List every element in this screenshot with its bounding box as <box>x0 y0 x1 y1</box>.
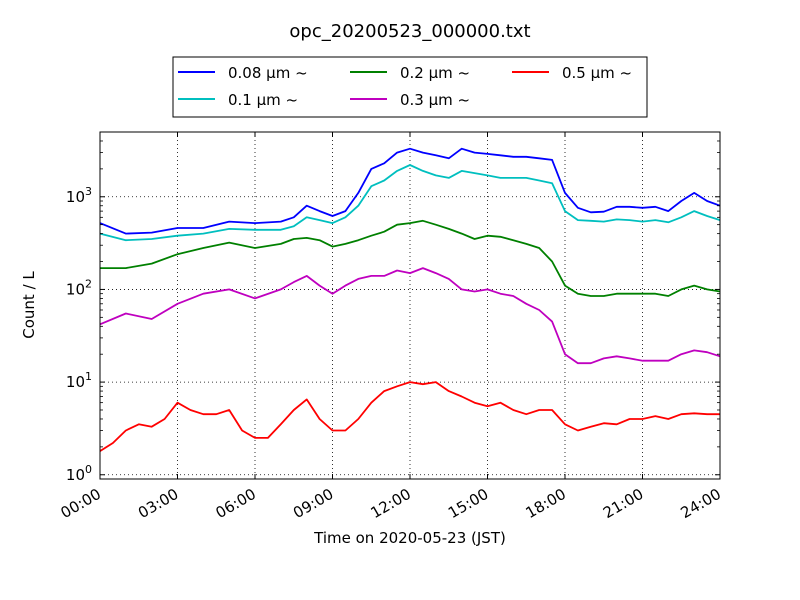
series-line-4 <box>99 381 720 452</box>
x-tick-label: 18:00 <box>523 485 569 522</box>
x-tick-label: 00:00 <box>58 485 104 522</box>
grid <box>100 132 720 479</box>
legend: 0.08 μm ~ 0.1 μm ~ 0.2 μm ~ 0.3 μm ~ 0.5 μm … <box>172 56 648 118</box>
x-tick-label: 06:00 <box>213 485 259 522</box>
series-line-3 <box>99 267 721 365</box>
series-layer <box>99 147 721 452</box>
legend-label: 0.08 μm ~ <box>228 64 308 82</box>
x-tick-label: 21:00 <box>600 485 646 522</box>
y-tick-label: 103 <box>66 185 92 206</box>
y-tick-label: 101 <box>66 370 92 391</box>
y-axis-label: Count / L <box>20 271 38 339</box>
series-line-1 <box>99 164 721 242</box>
chart-title: opc_20200523_000000.txt <box>289 21 530 42</box>
x-axis-label: Time on 2020-05-23 (JST) <box>313 529 506 547</box>
y-tick-label: 102 <box>66 277 92 298</box>
legend-label: 0.3 μm ~ <box>400 91 470 109</box>
legend-label: 0.5 μm ~ <box>562 64 632 82</box>
x-tick-label: 03:00 <box>135 485 181 522</box>
legend-label: 0.2 μm ~ <box>400 64 470 82</box>
y-axis: 100 101 102 103 <box>66 131 720 484</box>
series-line-0 <box>99 147 721 235</box>
legend-box <box>172 56 648 118</box>
x-tick-label: 09:00 <box>290 485 336 522</box>
x-tick-label: 12:00 <box>368 485 414 522</box>
x-tick-label: 24:00 <box>678 485 724 522</box>
series-line-2 <box>100 219 721 297</box>
y-tick-label: 100 <box>66 463 92 484</box>
x-tick-label: 15:00 <box>445 485 491 522</box>
x-axis: 00:00 03:00 06:00 09:00 12:00 15:00 18:00 21:00… <box>58 132 724 522</box>
legend-label: 0.1 μm ~ <box>228 91 298 109</box>
